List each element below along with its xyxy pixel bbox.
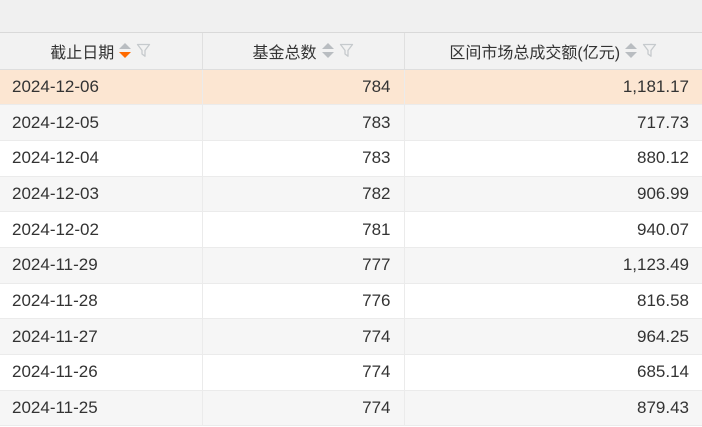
sort-caret-icon[interactable] bbox=[119, 43, 132, 59]
cell-turnover: 880.12 bbox=[404, 140, 702, 177]
table-row[interactable]: 2024-11-28 776 816.58 bbox=[0, 283, 702, 320]
sort-desc-icon bbox=[321, 52, 334, 59]
cell-fund-total: 781 bbox=[202, 211, 405, 248]
cell-date: 2024-12-04 bbox=[0, 140, 203, 177]
filter-funnel-icon[interactable] bbox=[136, 43, 151, 58]
table-row[interactable]: 2024-11-29 777 1,123.49 bbox=[0, 247, 702, 284]
cell-fund-total: 784 bbox=[202, 69, 405, 106]
column-header-turnover[interactable]: 区间市场总成交额(亿元) bbox=[404, 33, 702, 70]
column-header-fund-total[interactable]: 基金总数 bbox=[202, 33, 405, 70]
sort-desc-icon bbox=[119, 52, 132, 59]
cell-date: 2024-11-27 bbox=[0, 318, 203, 355]
cell-turnover: 717.73 bbox=[404, 104, 702, 141]
cell-turnover: 879.43 bbox=[404, 390, 702, 427]
cell-turnover: 964.25 bbox=[404, 318, 702, 355]
cell-date: 2024-11-28 bbox=[0, 283, 203, 320]
cell-date: 2024-11-25 bbox=[0, 390, 203, 427]
table-header: 截止日期 基金总数 bbox=[0, 33, 702, 70]
table-row[interactable]: 2024-12-06 784 1,181.17 bbox=[0, 69, 702, 106]
cell-turnover: 940.07 bbox=[404, 211, 702, 248]
filter-funnel-icon[interactable] bbox=[642, 43, 657, 58]
sort-caret-icon[interactable] bbox=[625, 43, 638, 59]
cell-date: 2024-11-26 bbox=[0, 354, 203, 391]
cell-turnover: 906.99 bbox=[404, 176, 702, 213]
column-header-date-label: 截止日期 bbox=[50, 44, 115, 62]
table-row[interactable]: 2024-11-27 774 964.25 bbox=[0, 318, 702, 355]
cell-turnover: 1,181.17 bbox=[404, 69, 702, 106]
column-header-date[interactable]: 截止日期 bbox=[0, 33, 203, 70]
cell-date: 2024-12-03 bbox=[0, 176, 203, 213]
fund-stats-table: 截止日期 基金总数 bbox=[0, 33, 702, 427]
table-row[interactable]: 2024-12-03 782 906.99 bbox=[0, 176, 702, 213]
table-row[interactable]: 2024-12-02 781 940.07 bbox=[0, 211, 702, 248]
table-row[interactable]: 2024-12-04 783 880.12 bbox=[0, 140, 702, 177]
cell-turnover: 816.58 bbox=[404, 283, 702, 320]
cell-turnover: 685.14 bbox=[404, 354, 702, 391]
sort-asc-icon bbox=[625, 43, 638, 50]
page-background-strip bbox=[0, 0, 702, 33]
sort-desc-icon bbox=[625, 52, 638, 59]
cell-fund-total: 774 bbox=[202, 318, 405, 355]
column-header-fund-total-label: 基金总数 bbox=[252, 44, 317, 62]
cell-fund-total: 777 bbox=[202, 247, 405, 284]
cell-date: 2024-12-05 bbox=[0, 104, 203, 141]
cell-fund-total: 782 bbox=[202, 176, 405, 213]
cell-turnover: 1,123.49 bbox=[404, 247, 702, 284]
table-body: 2024-12-06 784 1,181.17 2024-12-05 783 7… bbox=[0, 69, 702, 427]
cell-date: 2024-12-02 bbox=[0, 211, 203, 248]
cell-fund-total: 783 bbox=[202, 140, 405, 177]
cell-fund-total: 776 bbox=[202, 283, 405, 320]
cell-fund-total: 774 bbox=[202, 354, 405, 391]
cell-fund-total: 783 bbox=[202, 104, 405, 141]
table-row[interactable]: 2024-11-26 774 685.14 bbox=[0, 354, 702, 391]
cell-fund-total: 774 bbox=[202, 390, 405, 427]
cell-date: 2024-11-29 bbox=[0, 247, 203, 284]
filter-funnel-icon[interactable] bbox=[339, 43, 354, 58]
sort-asc-icon bbox=[119, 43, 132, 50]
column-header-turnover-label: 区间市场总成交额(亿元) bbox=[449, 44, 621, 62]
sort-caret-icon[interactable] bbox=[321, 43, 334, 59]
sort-asc-icon bbox=[321, 43, 334, 50]
table-row[interactable]: 2024-12-05 783 717.73 bbox=[0, 104, 702, 141]
table-row[interactable]: 2024-11-25 774 879.43 bbox=[0, 390, 702, 427]
cell-date: 2024-12-06 bbox=[0, 69, 203, 106]
